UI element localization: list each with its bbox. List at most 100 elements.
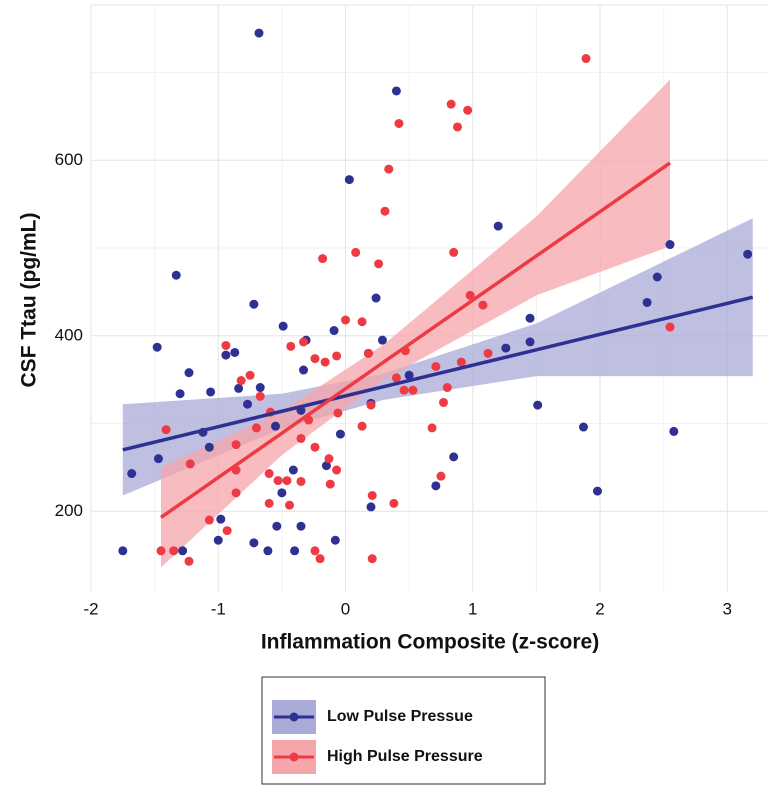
point bbox=[234, 383, 244, 393]
point bbox=[743, 249, 753, 259]
point bbox=[249, 538, 259, 548]
point bbox=[236, 376, 246, 386]
point bbox=[310, 354, 320, 364]
point bbox=[592, 486, 602, 496]
point bbox=[249, 299, 259, 309]
point bbox=[296, 476, 306, 486]
point bbox=[285, 500, 295, 510]
point bbox=[332, 465, 342, 475]
point bbox=[161, 425, 171, 435]
fit-line bbox=[159, 161, 672, 519]
legend-dot bbox=[289, 712, 299, 722]
point bbox=[446, 99, 456, 109]
point bbox=[436, 471, 446, 481]
point bbox=[329, 326, 339, 336]
point bbox=[463, 105, 473, 115]
point bbox=[456, 357, 466, 367]
point bbox=[263, 546, 273, 556]
y-axis-title: CSF Ttau (pg/mL) bbox=[18, 213, 41, 388]
point bbox=[118, 546, 128, 556]
point bbox=[357, 317, 367, 327]
point bbox=[185, 459, 195, 469]
point bbox=[278, 321, 288, 331]
point bbox=[442, 383, 452, 393]
point bbox=[290, 546, 300, 556]
point bbox=[371, 293, 381, 303]
point bbox=[465, 290, 475, 300]
x-tick-label: 0 bbox=[341, 599, 350, 618]
point bbox=[277, 488, 287, 498]
point bbox=[408, 385, 418, 395]
point bbox=[394, 118, 404, 128]
x-tick-label: -1 bbox=[211, 599, 226, 618]
point bbox=[221, 350, 231, 360]
point bbox=[366, 502, 376, 512]
point bbox=[380, 206, 390, 216]
point bbox=[399, 385, 409, 395]
legend: Low Pulse Pressue High Pulse Pressure bbox=[272, 700, 483, 774]
point bbox=[366, 400, 376, 410]
point bbox=[152, 342, 162, 352]
point bbox=[320, 357, 330, 367]
point bbox=[665, 240, 675, 250]
x-tick-label: 2 bbox=[595, 599, 604, 618]
legend-label: Low Pulse Pressue bbox=[327, 708, 473, 725]
point bbox=[330, 535, 340, 545]
point bbox=[213, 535, 223, 545]
fit-line bbox=[122, 295, 754, 452]
point bbox=[231, 440, 241, 450]
point bbox=[318, 254, 328, 264]
point bbox=[391, 373, 401, 383]
point bbox=[341, 315, 351, 325]
point bbox=[533, 400, 543, 410]
point bbox=[254, 28, 264, 38]
point bbox=[404, 370, 414, 380]
x-tick-label: 1 bbox=[468, 599, 477, 618]
point bbox=[449, 452, 459, 462]
point bbox=[255, 391, 265, 401]
point bbox=[389, 498, 399, 508]
point bbox=[175, 389, 185, 399]
point bbox=[296, 433, 306, 443]
point bbox=[299, 365, 309, 375]
point bbox=[391, 86, 401, 96]
point bbox=[273, 476, 283, 486]
point bbox=[581, 54, 591, 64]
points bbox=[118, 28, 753, 566]
point bbox=[377, 335, 387, 345]
point bbox=[493, 221, 503, 231]
point bbox=[333, 408, 343, 418]
point bbox=[669, 426, 679, 436]
point bbox=[243, 399, 253, 409]
point bbox=[344, 175, 354, 185]
y-tick-label: 400 bbox=[55, 325, 83, 344]
point bbox=[255, 383, 265, 393]
point bbox=[642, 297, 652, 307]
point bbox=[153, 454, 163, 464]
y-tick-label: 200 bbox=[55, 501, 83, 520]
point bbox=[363, 348, 373, 358]
point bbox=[264, 498, 274, 508]
point bbox=[127, 469, 137, 479]
x-axis-title: Inflammation Composite (z-score) bbox=[261, 631, 599, 654]
point bbox=[184, 368, 194, 378]
point bbox=[299, 337, 309, 347]
point bbox=[321, 461, 331, 471]
point bbox=[438, 397, 448, 407]
point bbox=[231, 488, 241, 498]
point bbox=[335, 429, 345, 439]
point bbox=[272, 521, 282, 531]
point bbox=[178, 546, 188, 556]
point bbox=[221, 340, 231, 350]
point bbox=[525, 337, 535, 347]
point bbox=[264, 469, 274, 479]
point bbox=[431, 481, 441, 491]
x-tick-label: -2 bbox=[83, 599, 98, 618]
point bbox=[184, 556, 194, 566]
point bbox=[222, 526, 232, 536]
point bbox=[216, 514, 226, 524]
point bbox=[324, 454, 334, 464]
point bbox=[384, 164, 394, 174]
point bbox=[374, 259, 384, 269]
